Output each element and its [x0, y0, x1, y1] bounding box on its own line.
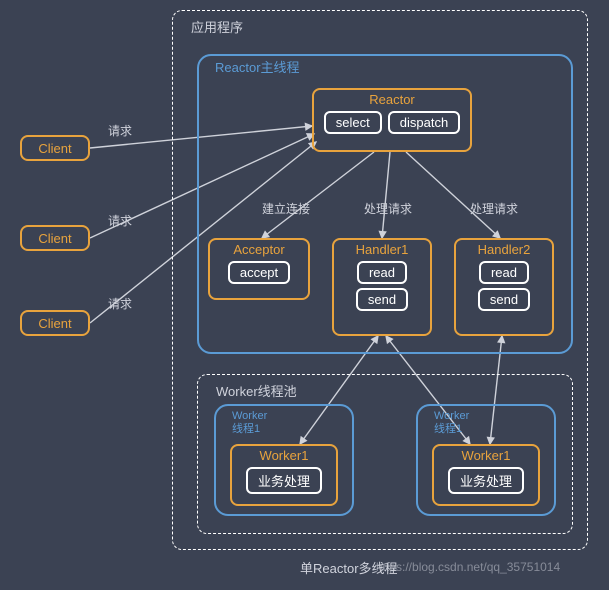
worker2-child-0: 业务处理	[448, 467, 524, 494]
handler2-child-0: read	[479, 261, 529, 284]
acceptor-label: Acceptor	[233, 242, 284, 257]
handler2-node: Handler2 read send	[454, 238, 554, 336]
handler2-child-1: send	[478, 288, 530, 311]
reactor-main-label: Reactor主线程	[215, 60, 300, 76]
handler1-node: Handler1 read send	[332, 238, 432, 336]
worker1-child-0: 业务处理	[246, 467, 322, 494]
worker1-thread-label: Worker 线程1	[232, 410, 267, 436]
worker1-node: Worker1 业务处理	[230, 444, 338, 506]
worker2-thread-label: Worker 线程1	[434, 410, 469, 436]
worker2-node: Worker1 业务处理	[432, 444, 540, 506]
reactor-child-1: dispatch	[388, 111, 460, 134]
reactor-label: Reactor	[369, 92, 415, 107]
acceptor-node: Acceptor accept	[208, 238, 310, 300]
client1-node: Client	[20, 135, 90, 161]
app-label: 应用程序	[191, 17, 243, 36]
worker2-label: Worker1	[462, 448, 511, 463]
handler1-child-0: read	[357, 261, 407, 284]
client1-label: Client	[38, 141, 71, 156]
reactor-node: Reactor select dispatch	[312, 88, 472, 152]
watermark: https://blog.csdn.net/qq_35751014	[376, 560, 560, 574]
handler1-child-1: send	[356, 288, 408, 311]
worker1-label: Worker1	[260, 448, 309, 463]
client2-node: Client	[20, 225, 90, 251]
client3-label: Client	[38, 316, 71, 331]
handler2-label: Handler2	[478, 242, 531, 257]
client3-node: Client	[20, 310, 90, 336]
handler1-label: Handler1	[356, 242, 409, 257]
acceptor-child-0: accept	[228, 261, 290, 284]
client2-label: Client	[38, 231, 71, 246]
worker-pool-label: Worker线程池	[216, 381, 297, 400]
reactor-child-0: select	[324, 111, 382, 134]
